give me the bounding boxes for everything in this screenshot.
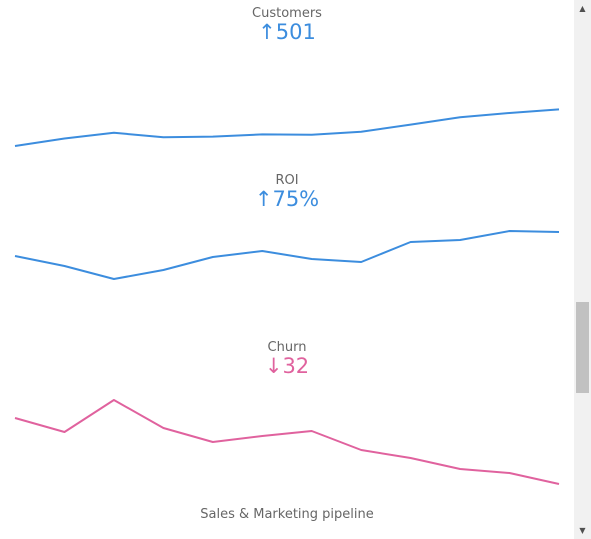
kpi-value-customers: ↑501: [0, 20, 574, 44]
kpi-value-roi: ↑75%: [0, 187, 574, 211]
trend-up-arrow-icon: ↑: [258, 20, 276, 44]
sparkline-roi: [14, 230, 560, 280]
kpi-panel: Customers ↑501 ROI ↑75% Churn ↓32 Sales …: [0, 6, 574, 522]
kpi-number: 501: [275, 20, 316, 44]
kpi-number: 75%: [272, 187, 320, 211]
kpi-title-churn: Churn: [267, 340, 307, 355]
trend-up-arrow-icon: ↑: [254, 187, 273, 211]
kpi-title-roi: ROI: [275, 173, 299, 188]
kpi-title-customers: Customers: [252, 6, 322, 21]
kpi-number: 32: [282, 354, 310, 378]
dashboard-footer-label: Sales & Marketing pipeline: [200, 507, 374, 522]
sparkline-line: [14, 108, 560, 147]
scrollbar-thumb[interactable]: [576, 302, 589, 393]
scroll-up-arrow-icon[interactable]: ▲: [579, 4, 586, 13]
trend-down-arrow-icon: ↓: [264, 354, 283, 378]
scroll-down-arrow-icon[interactable]: ▼: [579, 526, 586, 535]
kpi-value-churn: ↓32: [0, 354, 574, 378]
sparkline-line: [14, 399, 560, 485]
sparkline-churn: [14, 399, 560, 485]
vertical-scrollbar[interactable]: ▲ ▼: [574, 0, 591, 539]
sparkline-customers: [14, 108, 560, 147]
sparkline-line: [14, 230, 560, 280]
